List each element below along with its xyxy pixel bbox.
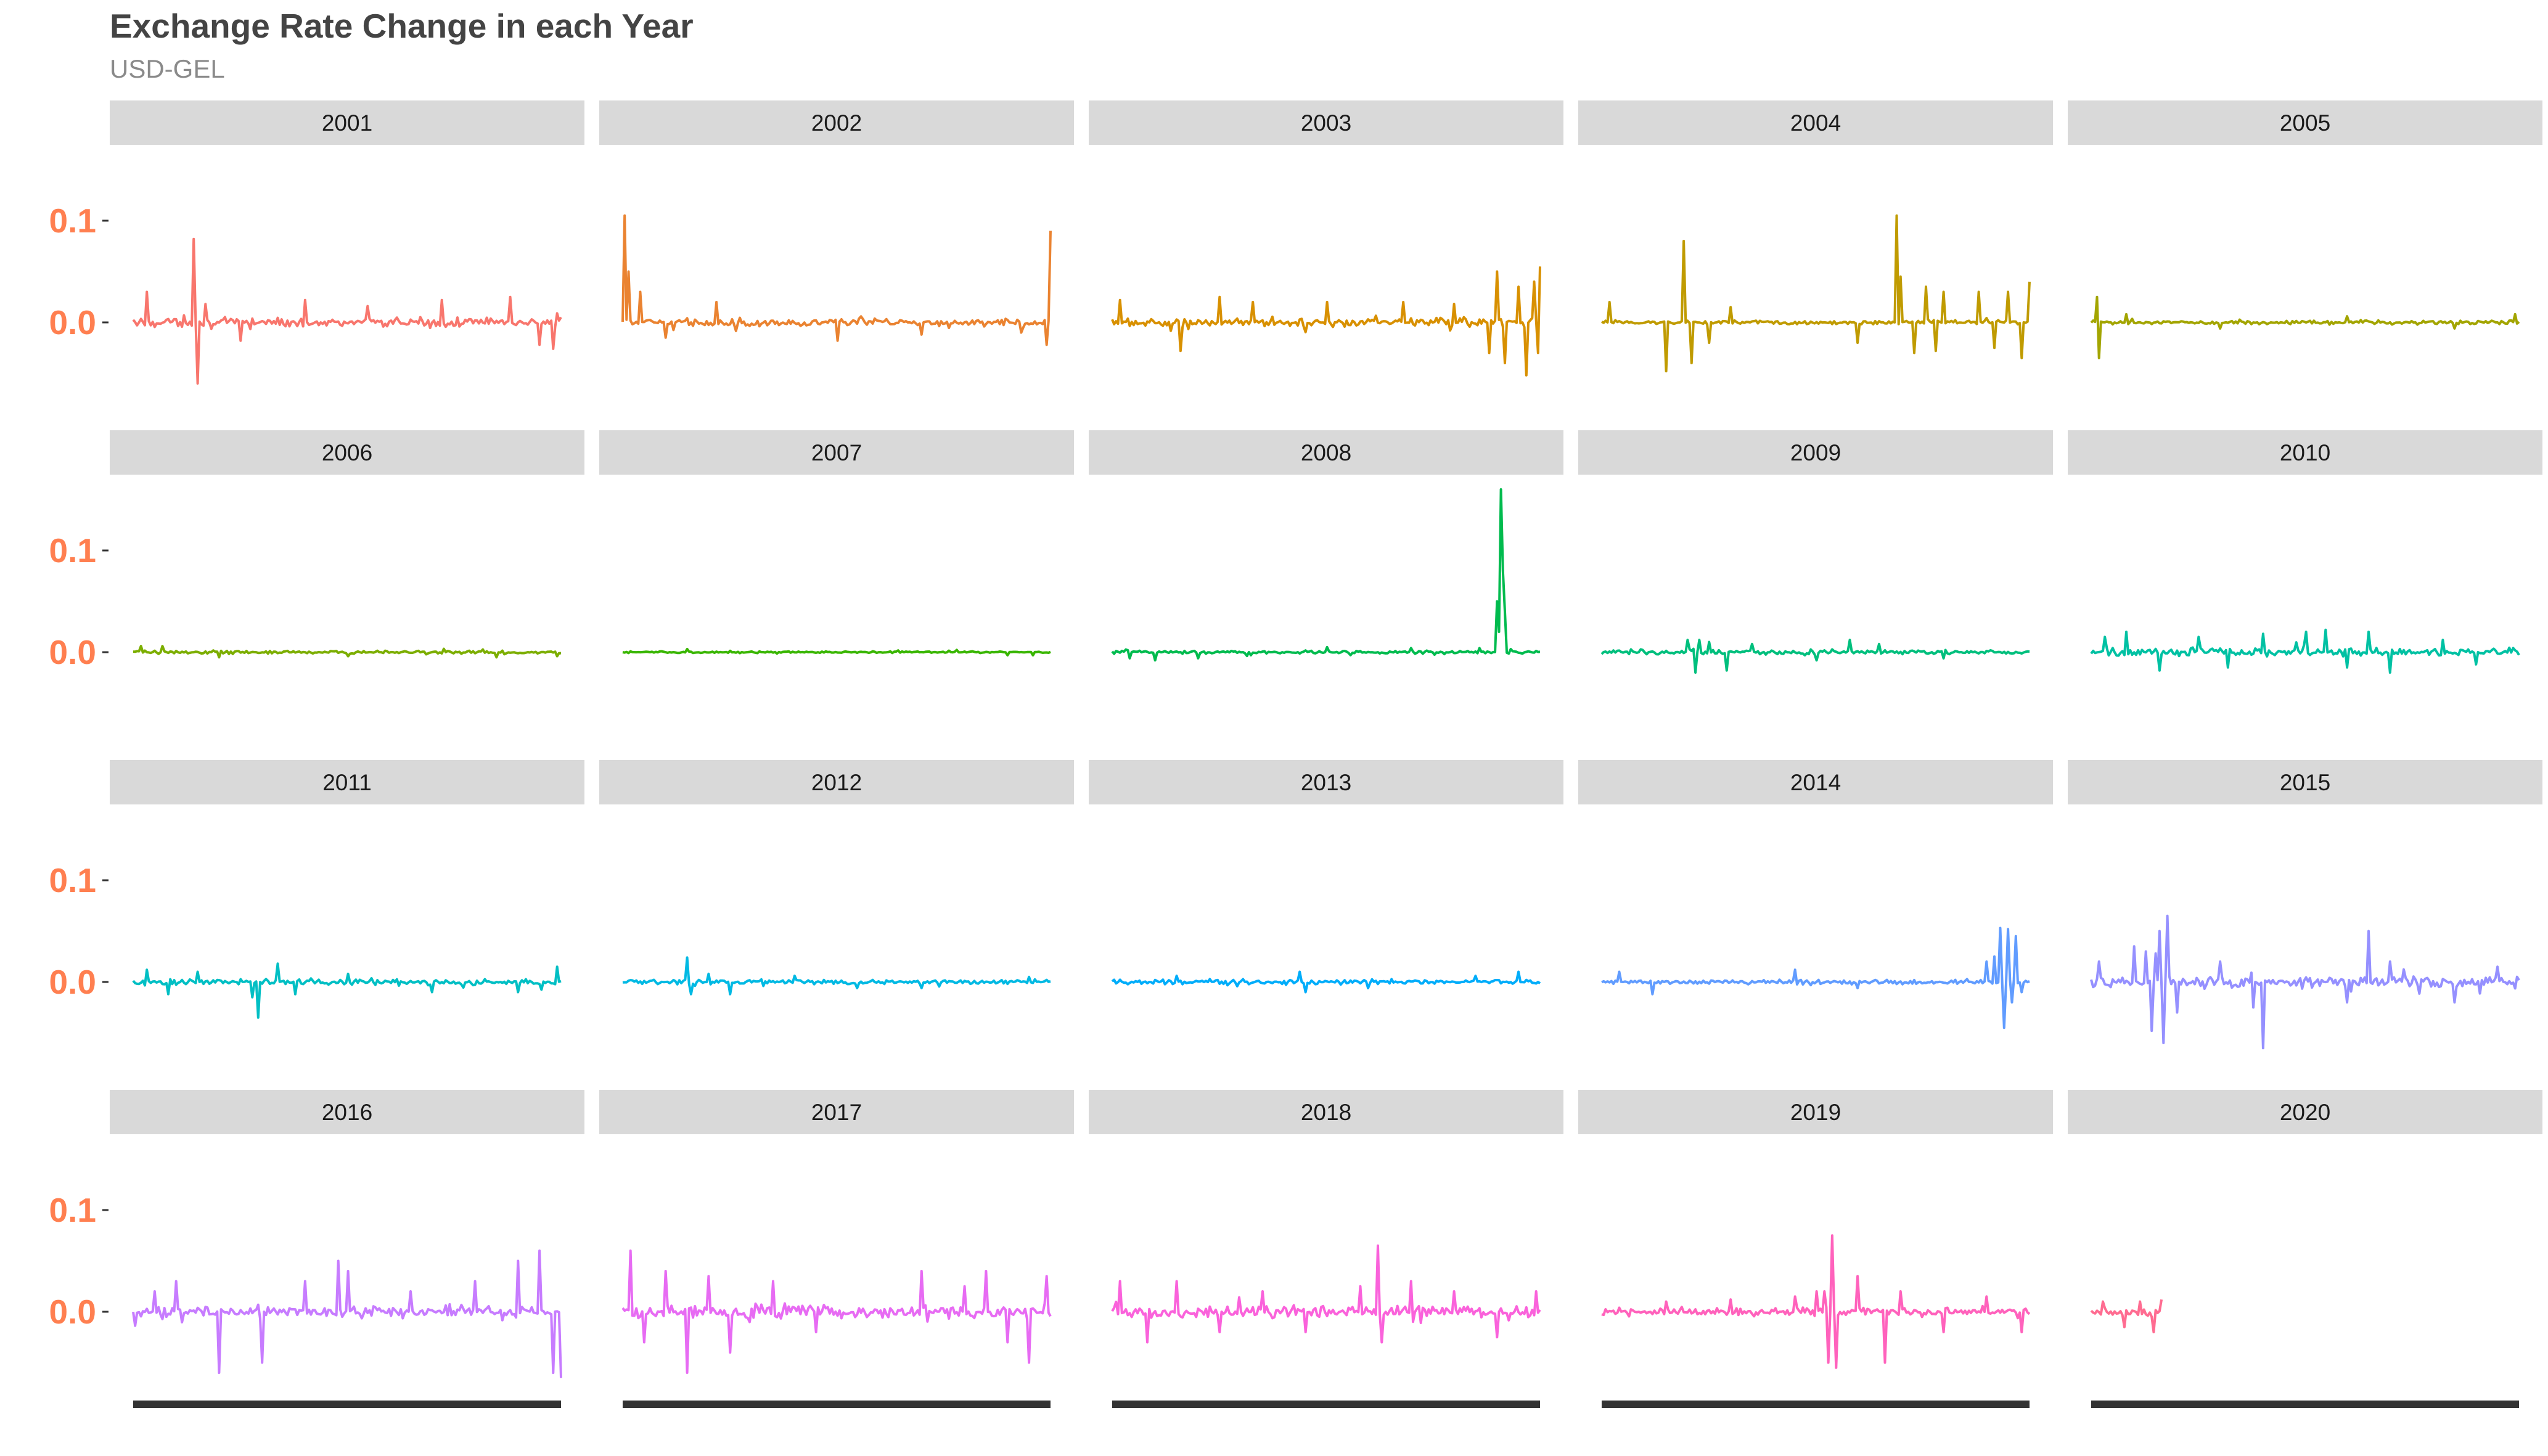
x-axis-bar xyxy=(2091,1401,2519,1408)
facet-strip-label: 2013 xyxy=(1301,770,1351,795)
y-tick-label: 0.0 xyxy=(49,633,96,671)
facet-strip-label: 2019 xyxy=(1790,1100,1841,1125)
y-tick-label: 0.0 xyxy=(49,303,96,342)
facet-strip xyxy=(1578,1090,2053,1134)
series-line-2011 xyxy=(132,962,562,1019)
x-axis-bar xyxy=(133,1401,561,1408)
y-tick-label: 0.1 xyxy=(49,861,96,899)
series-line-2010 xyxy=(2090,628,2520,674)
facet-strip-label: 2010 xyxy=(2280,440,2330,465)
facet-strip-label: 2020 xyxy=(2280,1100,2330,1125)
series-line-2015 xyxy=(2090,914,2520,1050)
facet-strip-label: 2011 xyxy=(322,770,372,795)
facet-strip xyxy=(1578,760,2053,804)
facet-strip xyxy=(1578,430,2053,475)
series-line-2018 xyxy=(1111,1244,1541,1344)
facet-strip xyxy=(110,430,584,475)
series-line-2005 xyxy=(2090,295,2520,359)
y-tick-label: 0.1 xyxy=(49,202,96,240)
series-line-2016 xyxy=(132,1249,562,1378)
series-line-2004 xyxy=(1601,214,2031,373)
facet-strip-label: 2006 xyxy=(322,440,372,465)
facet-panel-2019: 2019 xyxy=(1578,1090,2053,1408)
facet-panel-2009: 2009 xyxy=(1578,430,2053,674)
facet-strip-label: 2002 xyxy=(811,110,862,136)
series-line-2001 xyxy=(132,237,562,385)
facet-strip-label: 2003 xyxy=(1301,110,1351,136)
facet-strip xyxy=(599,430,1074,475)
facet-strip-label: 2017 xyxy=(811,1100,862,1125)
chart-subtitle: USD-GEL xyxy=(110,54,225,83)
x-axis-bar xyxy=(1112,1401,1540,1408)
facet-panel-2007: 2007 xyxy=(599,430,1074,656)
y-tick-label: 0.1 xyxy=(49,1191,96,1229)
series-line-2020 xyxy=(2090,1299,2163,1333)
series-line-2017 xyxy=(621,1249,1052,1374)
facet-panel-2006: 2006 0.1 0.0 xyxy=(49,430,584,671)
facet-panel-2010: 2010 xyxy=(2068,430,2542,674)
facet-strip xyxy=(599,760,1074,804)
facet-strip xyxy=(599,100,1074,145)
facet-panel-2016: 2016 0.1 0.0 xyxy=(49,1090,584,1408)
facet-strip xyxy=(1089,430,1563,475)
facet-panel-2004: 2004 xyxy=(1578,100,2053,373)
facet-strip-label: 2015 xyxy=(2280,770,2330,795)
series-line-2003 xyxy=(1111,266,1541,377)
facet-strip xyxy=(1089,100,1563,145)
facet-strip xyxy=(1578,100,2053,145)
facet-strip xyxy=(110,100,584,145)
series-line-2012 xyxy=(622,956,1051,996)
facet-strip-label: 2016 xyxy=(322,1100,372,1125)
chart-title: Exchange Rate Change in each Year xyxy=(110,7,694,45)
facet-panel-2014: 2014 xyxy=(1578,760,2053,1029)
facet-strip-label: 2012 xyxy=(811,770,862,795)
facet-strip-label: 2001 xyxy=(322,110,372,136)
facet-panel-2008: 2008 xyxy=(1089,430,1563,662)
y-tick-label: 0.0 xyxy=(49,1293,96,1331)
facet-panel-2020: 2020 xyxy=(2068,1090,2542,1408)
facet-strip-label: 2007 xyxy=(811,440,862,465)
series-line-2009 xyxy=(1600,639,2030,674)
series-line-2019 xyxy=(1601,1234,2031,1369)
facet-panel-2012: 2012 xyxy=(599,760,1074,996)
x-axis-bar xyxy=(1602,1401,2030,1408)
series-line-2007 xyxy=(622,648,1051,656)
facet-strip-label: 2018 xyxy=(1301,1100,1351,1125)
facet-panel-2011: 2011 0.1 0.0 xyxy=(49,760,584,1019)
facet-panel-2017: 2017 xyxy=(599,1090,1074,1408)
y-tick-label: 0.0 xyxy=(49,963,96,1001)
facet-strip-label: 2005 xyxy=(2280,110,2330,136)
y-tick-label: 0.1 xyxy=(49,531,96,570)
facet-strip-label: 2014 xyxy=(1790,770,1841,795)
facet-strip xyxy=(2068,1090,2542,1134)
series-line-2008 xyxy=(1111,488,1541,662)
facet-strip xyxy=(2068,100,2542,145)
facet-strip xyxy=(1089,760,1563,804)
facet-panel-2003: 2003 xyxy=(1089,100,1563,377)
facet-strip-label: 2009 xyxy=(1790,440,1841,465)
facet-strip xyxy=(599,1090,1074,1134)
facet-strip xyxy=(110,1090,584,1134)
series-line-2013 xyxy=(1111,970,1541,994)
facet-strip-label: 2008 xyxy=(1301,440,1351,465)
series-line-2014 xyxy=(1601,926,2030,1029)
facet-panel-2018: 2018 xyxy=(1089,1090,1563,1408)
series-line-2002 xyxy=(621,214,1052,346)
facet-strip xyxy=(110,760,584,804)
facet-panel-2002: 2002 xyxy=(599,100,1074,346)
facet-strip xyxy=(2068,430,2542,475)
facet-panel-2013: 2013 xyxy=(1089,760,1563,994)
facet-strip xyxy=(2068,760,2542,804)
facet-strip-label: 2004 xyxy=(1790,110,1841,136)
facet-panel-2005: 2005 xyxy=(2068,100,2542,359)
series-line-2006 xyxy=(133,645,561,659)
facet-strip xyxy=(1089,1090,1563,1134)
x-axis-bar xyxy=(623,1401,1051,1408)
facet-panel-2001: 2001 0.1 0.0 xyxy=(49,100,584,385)
facet-panel-2015: 2015 xyxy=(2068,760,2542,1050)
